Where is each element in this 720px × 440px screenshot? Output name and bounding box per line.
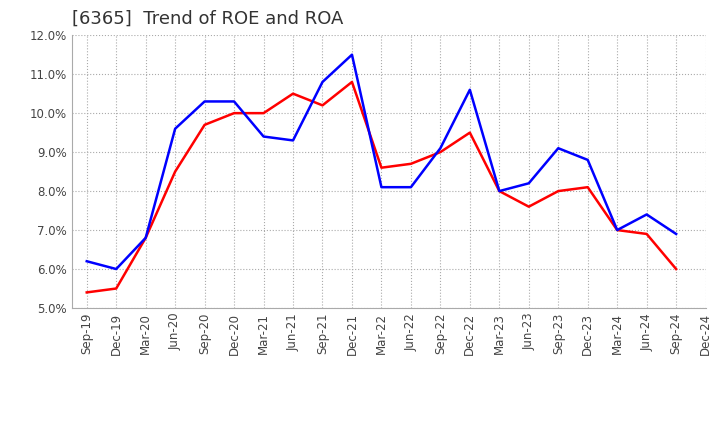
ROE	[377, 165, 386, 170]
ROE	[672, 266, 680, 271]
ROE	[230, 110, 238, 116]
ROA	[407, 184, 415, 190]
ROA	[466, 87, 474, 92]
ROE	[554, 188, 562, 194]
ROE	[642, 231, 651, 237]
ROE	[82, 290, 91, 295]
ROA	[200, 99, 209, 104]
ROA	[672, 231, 680, 237]
ROA	[289, 138, 297, 143]
ROA	[436, 146, 445, 151]
ROA	[377, 184, 386, 190]
ROE	[141, 235, 150, 241]
ROA	[82, 259, 91, 264]
Text: [6365]  Trend of ROE and ROA: [6365] Trend of ROE and ROA	[72, 10, 343, 28]
ROE	[583, 184, 592, 190]
Line: ROE: ROE	[86, 82, 676, 293]
ROA	[642, 212, 651, 217]
ROE	[436, 150, 445, 155]
ROE	[524, 204, 533, 209]
ROE	[407, 161, 415, 166]
ROA	[171, 126, 179, 132]
ROA	[495, 188, 503, 194]
ROE	[289, 91, 297, 96]
ROA	[348, 52, 356, 57]
ROA	[613, 227, 621, 233]
ROA	[524, 181, 533, 186]
ROA	[259, 134, 268, 139]
ROE	[259, 110, 268, 116]
ROA	[230, 99, 238, 104]
ROE	[613, 227, 621, 233]
ROA	[583, 157, 592, 162]
ROE	[348, 79, 356, 84]
ROE	[112, 286, 120, 291]
ROE	[318, 103, 327, 108]
ROE	[200, 122, 209, 128]
ROA	[141, 235, 150, 241]
ROE	[495, 188, 503, 194]
ROA	[112, 266, 120, 271]
ROA	[554, 146, 562, 151]
Line: ROA: ROA	[86, 55, 676, 269]
ROA	[318, 79, 327, 84]
ROE	[171, 169, 179, 174]
ROE	[466, 130, 474, 135]
